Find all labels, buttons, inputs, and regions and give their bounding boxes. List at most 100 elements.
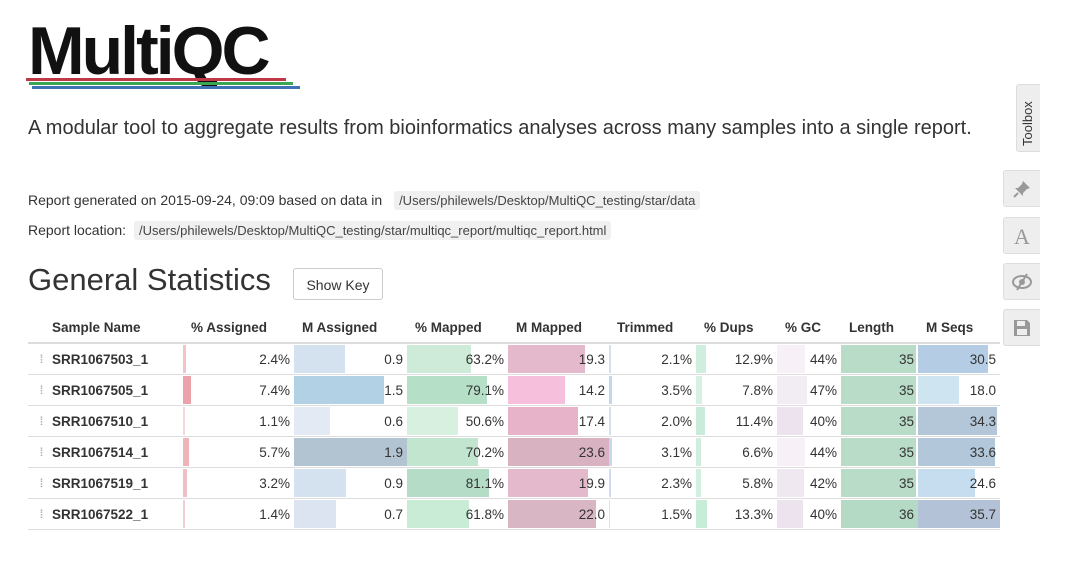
value-bar (609, 500, 611, 528)
table-row[interactable]: ⁞⁞ SRR1067519_1 3.2% 0.9 81.1% 19.9 2.3% 5.8% 42… (28, 467, 1000, 499)
value-cell: 33.6 (918, 436, 1000, 468)
value-cell: 3.1% (609, 436, 696, 468)
table-row[interactable]: ⁞⁞ SRR1067503_1 2.4% 0.9 63.2% 19.3 2.1% 12.9% 4… (28, 342, 1000, 375)
value-bar (696, 345, 707, 373)
drag-handle-icon[interactable]: ⁞⁞ (28, 374, 52, 406)
col-header-trimmed[interactable]: Trimmed (609, 312, 696, 344)
drag-handle-icon[interactable]: ⁞⁞ (28, 467, 52, 499)
toolbox-tab[interactable]: Toolbox (1016, 84, 1040, 152)
col-header-pct-mapped[interactable]: % Mapped (407, 312, 508, 344)
value-cell: 35 (841, 436, 918, 468)
table-row[interactable]: ⁞⁞ SRR1067510_1 1.1% 0.6 50.6% 17.4 2.0% 11.4% 4… (28, 405, 1000, 437)
table-row[interactable]: ⁞⁞ SRR1067514_1 5.7% 1.9 70.2% 23.6 3.1% 6.6% 44… (28, 436, 1000, 468)
value-cell: 0.7 (294, 498, 407, 530)
value-text: 40% (809, 506, 837, 522)
value-text: 0.9 (384, 475, 403, 491)
value-bar (918, 376, 960, 404)
value-bar (609, 376, 613, 404)
value-text: 7.8% (742, 382, 773, 398)
col-header-pct-gc[interactable]: % GC (777, 312, 841, 344)
sample-name-cell: SRR1067510_1 (52, 405, 183, 437)
col-header-pct-dups[interactable]: % Dups (696, 312, 777, 344)
general-statistics-table: Sample Name % Assigned M Assigned % Mapp… (28, 312, 1000, 530)
value-cell: 2.1% (609, 342, 696, 375)
value-cell: 30.5 (918, 342, 1000, 375)
save-button[interactable] (1003, 309, 1040, 346)
value-cell: 23.6 (508, 436, 609, 468)
value-cell: 1.1% (183, 405, 294, 437)
value-bar (407, 407, 459, 435)
value-bar (609, 438, 612, 466)
value-cell: 36 (841, 498, 918, 530)
table-row[interactable]: ⁞⁞ SRR1067522_1 1.4% 0.7 61.8% 22.0 1.5% 13.3% 4… (28, 498, 1000, 530)
value-cell: 47% (777, 374, 841, 406)
col-header-length[interactable]: Length (841, 312, 918, 344)
value-bar (183, 500, 185, 528)
col-header-m-seqs[interactable]: M Seqs (918, 312, 1000, 344)
value-text: 1.9 (384, 444, 403, 460)
value-text: 44% (809, 351, 837, 367)
value-cell: 44% (777, 436, 841, 468)
value-cell: 17.4 (508, 405, 609, 437)
value-cell: 79.1% (407, 374, 508, 406)
value-text: 47% (809, 382, 837, 398)
value-text: 34.3 (969, 413, 996, 429)
drag-handle-icon[interactable]: ⁞⁞ (28, 436, 52, 468)
table-row[interactable]: ⁞⁞ SRR1067505_1 7.4% 1.5 79.1% 14.2 3.5% 7.8% 47… (28, 374, 1000, 406)
save-icon (1014, 319, 1030, 336)
value-text: 40% (809, 413, 837, 429)
drag-handle-icon[interactable]: ⁞⁞ (28, 342, 52, 375)
value-text: 5.7% (259, 444, 290, 460)
value-cell: 0.9 (294, 342, 407, 375)
value-cell: 18.0 (918, 374, 1000, 406)
value-bar (183, 469, 187, 497)
col-header-m-assigned[interactable]: M Assigned (294, 312, 407, 344)
value-bar (696, 376, 703, 404)
value-text: 0.7 (384, 506, 403, 522)
value-text: 2.1% (661, 351, 692, 367)
col-header-sample-name[interactable]: Sample Name (52, 312, 183, 344)
value-bar (294, 438, 407, 466)
value-bar (407, 438, 478, 466)
value-cell: 11.4% (696, 405, 777, 437)
value-text: 7.4% (259, 382, 290, 398)
value-bar (294, 345, 345, 373)
value-bar (508, 376, 566, 404)
report-generated-line: Report generated on 2015-09-24, 09:09 ba… (28, 191, 701, 210)
value-cell: 70.2% (407, 436, 508, 468)
value-text: 35 (898, 382, 914, 398)
value-cell: 34.3 (918, 405, 1000, 437)
value-bar (918, 500, 1000, 528)
table-body: ⁞⁞ SRR1067503_1 2.4% 0.9 63.2% 19.3 2.1% 12.9% 4… (28, 342, 1000, 530)
value-bar (508, 500, 596, 528)
value-cell: 61.8% (407, 498, 508, 530)
hide-button[interactable] (1003, 263, 1040, 300)
value-bar (609, 345, 611, 373)
sample-name-cell: SRR1067519_1 (52, 467, 183, 499)
col-header-pct-assigned[interactable]: % Assigned (183, 312, 294, 344)
value-cell: 13.3% (696, 498, 777, 530)
pin-button[interactable] (1003, 170, 1040, 207)
value-cell: 50.6% (407, 405, 508, 437)
value-bar (777, 438, 806, 466)
font-button[interactable]: A (1003, 217, 1040, 254)
report-location-line: Report location: /Users/philewels/Deskto… (28, 221, 612, 240)
col-header-m-mapped[interactable]: M Mapped (508, 312, 609, 344)
show-key-button[interactable]: Show Key (293, 268, 383, 300)
value-bar (841, 469, 916, 497)
report-path-code: /Users/philewels/Desktop/MultiQC_testing… (133, 221, 612, 240)
value-cell: 7.8% (696, 374, 777, 406)
drag-handle-icon[interactable]: ⁞⁞ (28, 498, 52, 530)
value-cell: 3.2% (183, 467, 294, 499)
value-bar (294, 407, 331, 435)
value-cell: 35.7 (918, 498, 1000, 530)
value-text: 3.1% (661, 444, 692, 460)
value-bar (696, 469, 701, 497)
data-path-code: /Users/philewels/Desktop/MultiQC_testing… (394, 191, 701, 210)
drag-handle-icon[interactable]: ⁞⁞ (28, 405, 52, 437)
eye-slash-icon (1012, 272, 1032, 291)
value-cell: 7.4% (183, 374, 294, 406)
value-text: 70.2% (465, 444, 504, 460)
value-cell: 0.6 (294, 405, 407, 437)
value-bar (294, 469, 346, 497)
